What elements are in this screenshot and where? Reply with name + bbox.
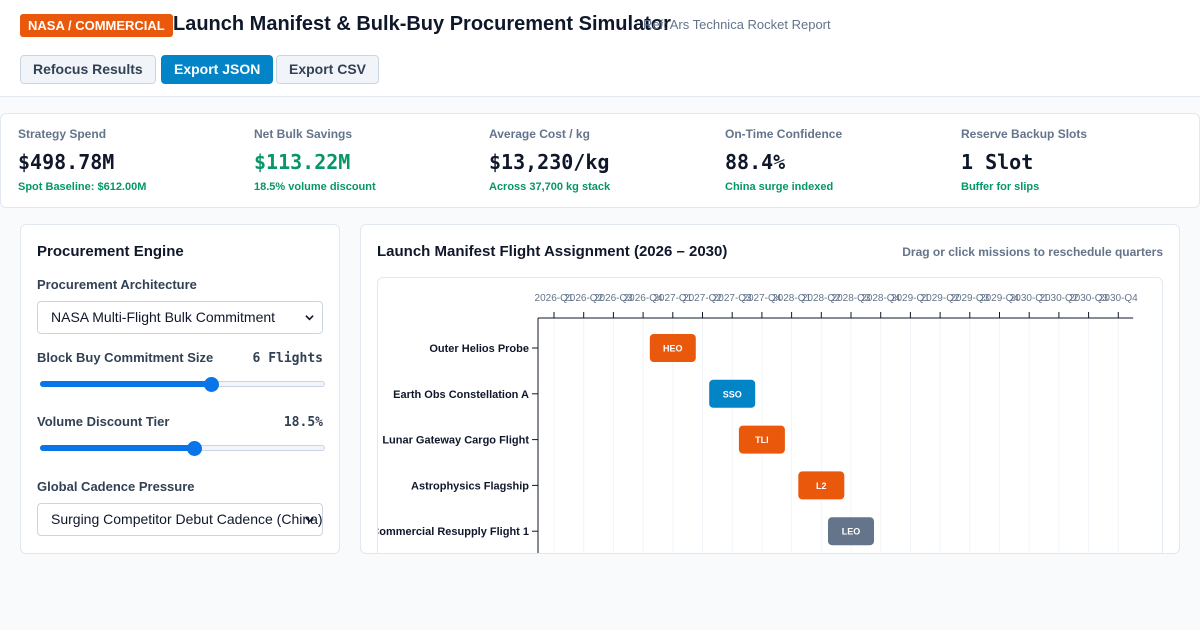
mission-bar[interactable] [709, 379, 756, 408]
x-tick-label: 2030-Q1 [1010, 293, 1049, 304]
stat-subtext: China surge indexed [725, 181, 834, 193]
cadence-select-value: Surging Competitor Debut Cadence (China) [51, 511, 323, 527]
reference-text: Ref: Ars Technica Rocket Report [643, 17, 831, 32]
mission-label: Commercial Resupply Flight 1 [378, 526, 529, 538]
mission-orbit-label: LEO [842, 527, 861, 537]
chart-hint: Drag or click missions to reschedule qua… [902, 245, 1163, 259]
stat-label: Net Bulk Savings [254, 127, 353, 141]
panel-title: Procurement Engine [37, 243, 184, 260]
x-tick-label: 2030-Q3 [1069, 293, 1108, 304]
x-tick-label: 2028-Q4 [861, 293, 900, 304]
architecture-select[interactable]: NASA Multi-Flight Bulk Commitment [37, 301, 323, 334]
x-tick-label: 2026-Q1 [535, 293, 574, 304]
x-tick-label: 2027-Q2 [683, 293, 722, 304]
mission-bar[interactable] [738, 425, 785, 454]
stat-value: $13,230/kg [489, 150, 610, 174]
x-tick-label: 2028-Q2 [802, 293, 841, 304]
cadence-pressure-label: Global Cadence Pressure [37, 479, 195, 494]
export-json-button[interactable]: Export JSON [161, 55, 274, 84]
mission-orbit-label: TLI [755, 435, 769, 445]
x-tick-label: 2028-Q1 [772, 293, 811, 304]
stat-label: Average Cost / kg [489, 127, 590, 141]
stats-bar: Strategy Spend $498.78M Spot Baseline: $… [0, 113, 1200, 208]
mission-orbit-label: SSO [723, 389, 742, 399]
stat-label: On-Time Confidence [725, 127, 843, 141]
chevron-down-icon [305, 315, 314, 321]
mission-label: Outer Helios Probe [429, 343, 529, 355]
mission-label: Lunar Gateway Cargo Flight [382, 435, 529, 447]
stat-subtext: Buffer for slips [961, 181, 1040, 193]
slider-fill [40, 445, 194, 451]
stat-value: $113.22M [254, 150, 351, 174]
stat-value: 1 Slot [961, 150, 1034, 174]
architecture-label: Procurement Architecture [37, 277, 197, 292]
discount-tier-label: Volume Discount Tier [37, 414, 170, 429]
x-tick-label: 2027-Q1 [653, 293, 692, 304]
x-tick-label: 2029-Q4 [980, 293, 1019, 304]
stat-subtext: 18.5% volume discount [254, 181, 376, 193]
mission-orbit-label: L2 [816, 481, 827, 491]
x-tick-label: 2027-Q3 [713, 293, 752, 304]
chevron-down-icon [305, 517, 314, 523]
x-tick-label: 2028-Q3 [832, 293, 871, 304]
block-buy-value: 6 Flights [252, 351, 323, 366]
x-tick-label: 2026-Q4 [624, 293, 663, 304]
category-badge: NASA / COMMERCIAL [20, 14, 173, 37]
stat-label: Reserve Backup Slots [961, 127, 1088, 141]
architecture-select-value: NASA Multi-Flight Bulk Commitment [51, 309, 276, 325]
mission-label: Astrophysics Flagship [411, 480, 529, 492]
mission-bar[interactable] [649, 334, 696, 362]
x-tick-label: 2029-Q1 [891, 293, 930, 304]
manifest-timeline: 2026-Q12026-Q22026-Q32026-Q42027-Q12027-… [371, 293, 1138, 553]
launch-manifest-panel: Launch Manifest Flight Assignment (2026 … [360, 224, 1180, 554]
slider-thumb[interactable] [204, 377, 219, 392]
procurement-engine-panel: Procurement Engine Procurement Architect… [20, 224, 340, 554]
panel-title: Launch Manifest Flight Assignment (2026 … [377, 243, 728, 260]
x-tick-label: 2027-Q4 [742, 293, 781, 304]
refocus-results-button[interactable]: Refocus Results [20, 55, 156, 84]
stat-label: Strategy Spend [18, 127, 107, 141]
mission-bar[interactable] [798, 471, 845, 500]
x-tick-label: 2030-Q2 [1039, 293, 1078, 304]
page-title: Launch Manifest & Bulk-Buy Procurement S… [173, 13, 671, 35]
mission-orbit-label: HEO [663, 344, 683, 354]
cadence-pressure-select[interactable]: Surging Competitor Debut Cadence (China) [37, 503, 323, 536]
x-tick-label: 2030-Q4 [1099, 293, 1138, 304]
discount-tier-slider[interactable] [40, 439, 325, 457]
mission-label: Earth Obs Constellation A [393, 389, 529, 401]
manifest-chart: 2026-Q1 2026-Q2 2026-Q3 2026-Q4 2027-Q1 2027-… [371, 277, 1163, 553]
stat-subtext: Spot Baseline: $612.00M [18, 181, 147, 193]
block-buy-slider[interactable] [40, 375, 325, 393]
x-tick-label: 2029-Q2 [921, 293, 960, 304]
stat-value: 88.4% [725, 150, 786, 174]
x-tick-label: 2026-Q2 [564, 293, 603, 304]
x-tick-label: 2029-Q3 [950, 293, 989, 304]
slider-thumb[interactable] [187, 441, 202, 456]
stat-value: $498.78M [18, 150, 115, 174]
block-buy-label: Block Buy Commitment Size [37, 350, 214, 365]
mission-bar[interactable] [828, 517, 874, 546]
x-tick-label: 2026-Q3 [594, 293, 633, 304]
stat-subtext: Across 37,700 kg stack [489, 181, 611, 193]
export-csv-button[interactable]: Export CSV [276, 55, 380, 84]
slider-fill [40, 381, 211, 387]
discount-tier-value: 18.5% [283, 415, 323, 430]
header: NASA / COMMERCIAL Launch Manifest & Bulk… [0, 0, 1200, 97]
